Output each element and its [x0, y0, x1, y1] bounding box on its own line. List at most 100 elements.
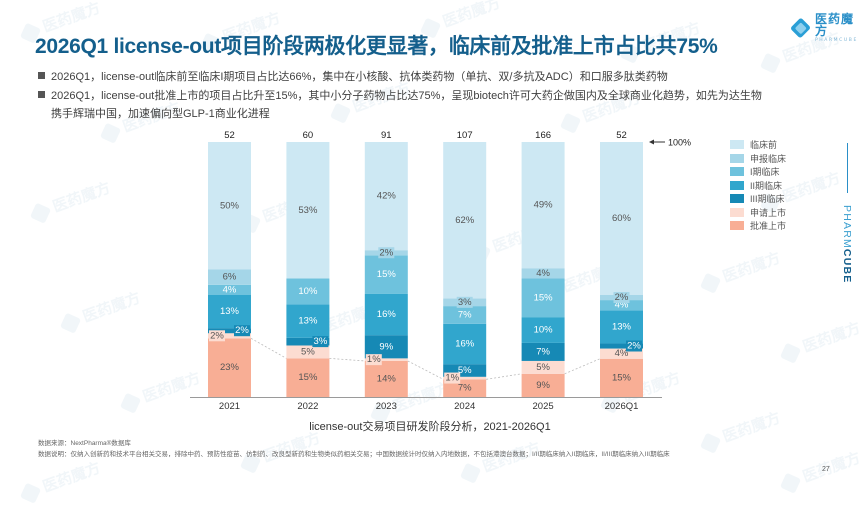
bullet-point-1: 2026Q1，license-out临床前至临床I期项目占比达66%，集中在小核… — [38, 68, 668, 84]
data-label-bg — [365, 354, 382, 366]
legend-swatch — [730, 153, 744, 163]
bar-segment-2022-II期临床 — [286, 304, 330, 338]
connector-line — [407, 360, 444, 380]
bar-segment-2021-批准上市 — [208, 338, 251, 397]
bar-segment-2021-II期临床 — [208, 295, 251, 329]
connector-line — [250, 338, 287, 359]
data-label-2021-II期临床: 13% — [220, 306, 240, 317]
data-label-2024-批准上市: 7% — [458, 383, 472, 394]
connector-lines — [250, 338, 601, 380]
data-label-bg — [209, 330, 225, 342]
data-label-2024-申报临床: 3% — [458, 297, 472, 308]
bar-segment-2026Q1-临床前 — [600, 142, 643, 295]
data-label-2024-II期临床: 16% — [455, 338, 475, 349]
chart-legend: 临床前 申报临床 I期临床 II期临床 III期临床 申请上市 批准上市 — [730, 138, 786, 233]
bar-segment-2021-临床前 — [208, 142, 251, 270]
data-label-2021-III期临床: 2% — [235, 325, 249, 336]
data-label-2026Q1-申报临床: 2% — [615, 292, 629, 303]
bar-segment-2026Q1-II期临床 — [600, 310, 643, 344]
bar-segment-2024-I期临床 — [443, 306, 487, 324]
data-label-2024-III期临床: 5% — [458, 365, 472, 376]
company-logo: 医药魔方 PHARMCUBE — [789, 12, 864, 44]
total-count-2023: 91 — [381, 130, 392, 141]
bars-group — [208, 142, 643, 397]
data-label-2023-申请上市: 1% — [367, 354, 381, 365]
chart-caption: license-out交易项目研发阶段分析，2021-2026Q1 — [0, 418, 864, 434]
bullet-text: 2026Q1，license-out批准上市的项目占比升至15%，其中小分子药物… — [51, 90, 762, 102]
data-label-2022-I期临床: 10% — [298, 286, 318, 297]
bar-segment-2024-临床前 — [443, 142, 487, 299]
data-label-2025-II期临床: 10% — [534, 325, 554, 336]
legend-item-3: II期临床 — [730, 179, 786, 193]
bar-segment-2026Q1-申请上市 — [600, 348, 643, 359]
connector-line — [329, 357, 365, 362]
legend-swatch — [730, 221, 744, 231]
data-label-2023-II期临床: 16% — [377, 309, 397, 320]
bar-segment-2025-II期临床 — [521, 317, 565, 343]
labels-group: 23%2% 2%13%4%6%50%52202115%5%3%13%10%53%6… — [209, 130, 642, 412]
legend-label: 临床前 — [750, 140, 778, 151]
x-tick-label-2024: 2024 — [454, 401, 475, 412]
data-label-2022-批准上市: 15% — [298, 372, 318, 383]
bar-segment-2023-III期临床 — [364, 335, 408, 359]
bar-segment-2021-申报临床 — [208, 269, 251, 285]
data-label-2024-I期临床: 7% — [458, 309, 472, 320]
connector-line — [564, 358, 601, 375]
bar-segment-2026Q1-III期临床 — [600, 343, 643, 349]
data-label-2025-I期临床: 15% — [534, 292, 554, 303]
brand-part-2: CUBE — [841, 248, 853, 284]
brand-vertical-text: PHARMCUBE — [841, 205, 853, 283]
legend-item-5: 申请上市 — [730, 206, 786, 220]
legend-item-0: 临床前 — [730, 138, 786, 152]
data-label-bg — [444, 372, 461, 384]
bar-segment-2022-临床前 — [286, 142, 330, 279]
page-number: 27 — [822, 466, 830, 473]
data-label-2026Q1-III期临床: 2% — [627, 341, 641, 352]
data-label-2022-III期临床: 3% — [314, 336, 328, 347]
bar-segment-2023-批准上市 — [364, 360, 408, 397]
bar-segment-2021-申请上市 — [208, 333, 251, 339]
brand-divider — [847, 143, 848, 193]
legend-swatch — [730, 180, 744, 190]
data-label-2021-临床前: 50% — [220, 200, 240, 211]
data-label-2022-申请上市: 5% — [301, 346, 315, 357]
total-count-2026Q1: 52 — [616, 130, 627, 141]
logo-name-cn: 医药魔方 — [814, 12, 854, 38]
bar-segment-2022-申请上市 — [286, 345, 330, 359]
x-tick-label-2021: 2021 — [219, 401, 240, 412]
legend-label: 申报临床 — [750, 153, 787, 164]
legend-label: 申请上市 — [750, 207, 787, 218]
top-marker: 100% — [649, 138, 691, 148]
bar-segment-2025-申报临床 — [521, 268, 565, 279]
bar-segment-2024-II期临床 — [443, 323, 487, 365]
data-label-2023-I期临床: 15% — [377, 269, 397, 280]
data-source: 数据来源：NextPharma®数据库 — [38, 440, 131, 447]
bar-segment-2025-临床前 — [521, 142, 565, 269]
data-label-2021-申报临床: 6% — [223, 272, 237, 283]
data-label-2021-批准上市: 23% — [220, 362, 240, 373]
data-label-2024-临床前: 62% — [455, 215, 475, 226]
bar-segment-2023-临床前 — [364, 142, 408, 251]
data-label-2025-批准上市: 9% — [536, 380, 550, 391]
data-label-bg — [312, 336, 329, 348]
legend-swatch — [730, 140, 744, 150]
data-label-bg — [626, 340, 642, 352]
data-note: 数据说明：仅纳入创新药和技术平台相关交易，排除中药、预防性疫苗、仿制药、改良型新… — [38, 451, 670, 458]
bar-segment-2024-申请上市 — [443, 376, 487, 380]
legend-item-4: III期临床 — [730, 192, 786, 206]
legend-label: I期临床 — [750, 167, 780, 178]
brand-part-1: PHARM — [841, 205, 853, 249]
bar-segment-2025-I期临床 — [521, 278, 565, 318]
data-label-2023-III期临床: 9% — [379, 341, 393, 352]
total-count-2025: 166 — [535, 130, 551, 141]
data-label-2022-临床前: 53% — [298, 205, 318, 216]
x-tick-label-2026Q1: 2026Q1 — [605, 401, 639, 412]
bar-segment-2023-申请上市 — [364, 358, 408, 361]
page-title: 2026Q1 license-out项目阶段两极化更显著，临床前及批准上市占比共… — [35, 35, 718, 58]
x-tick-label-2025: 2025 — [533, 401, 554, 412]
data-label-2023-批准上市: 14% — [377, 373, 397, 384]
data-label-2022-II期临床: 13% — [298, 316, 318, 327]
bar-segment-2022-III期临床 — [286, 337, 330, 346]
legend-swatch — [730, 167, 744, 177]
total-count-2022: 60 — [303, 130, 314, 141]
